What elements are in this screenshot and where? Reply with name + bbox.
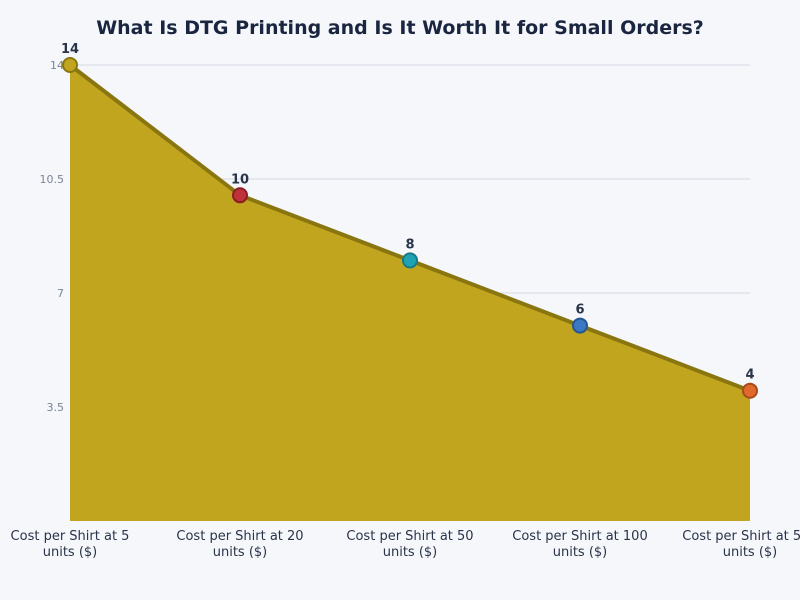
y-tick-label: 7 (57, 287, 64, 300)
x-tick-label: units ($) (553, 545, 608, 560)
x-tick-label: units ($) (723, 545, 778, 560)
data-point[interactable] (232, 187, 248, 204)
x-tick-label: Cost per Shirt at 5 (11, 529, 130, 544)
y-tick-label: 14 (50, 59, 64, 72)
y-tick-label: 3.5 (47, 401, 65, 414)
x-tick-label: units ($) (213, 545, 268, 560)
data-point[interactable] (572, 317, 588, 334)
data-label: 8 (405, 237, 414, 252)
x-tick-label: Cost per Shirt at 20 (176, 529, 303, 544)
x-tick-label: Cost per Shirt at 500 (682, 529, 800, 544)
data-label: 6 (575, 303, 584, 318)
data-point[interactable] (402, 252, 418, 269)
x-tick-label: Cost per Shirt at 50 (346, 529, 473, 544)
chart-title: What Is DTG Printing and Is It Worth It … (96, 17, 704, 39)
data-label: 4 (745, 368, 754, 383)
x-tick-label: units ($) (383, 545, 438, 560)
data-point[interactable] (742, 382, 758, 399)
data-label: 14 (61, 42, 79, 57)
area-fill (70, 65, 750, 521)
data-label: 10 (231, 172, 249, 187)
y-tick-label: 10.5 (40, 173, 65, 186)
x-tick-label: Cost per Shirt at 100 (512, 529, 647, 544)
data-point[interactable] (62, 57, 78, 73)
x-tick-label: units ($) (43, 545, 98, 560)
